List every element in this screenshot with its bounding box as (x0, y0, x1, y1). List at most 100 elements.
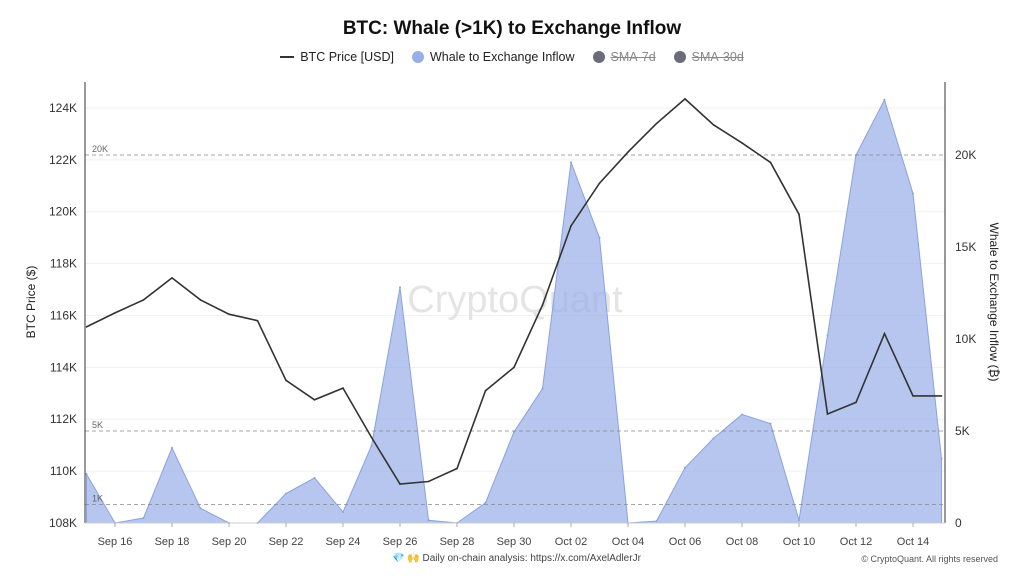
inflow-point (684, 466, 686, 469)
btc-price-point (456, 467, 458, 470)
btc-price-point (342, 387, 344, 389)
btc-price-point (114, 312, 116, 314)
inflow-point (484, 501, 487, 504)
inflow-point (570, 161, 572, 164)
left-tick-label: 114K (50, 360, 77, 374)
legend-item-sma-7d[interactable]: SMA-7d (592, 50, 656, 64)
diamond-hands-icon: 💎 🙌 (392, 553, 420, 564)
btc-price-point (171, 277, 173, 279)
x-tick-label: Sep 30 (497, 536, 532, 548)
legend-label: Whale to Exchange Inflow (429, 50, 575, 64)
footer-link[interactable]: https://x.com/AxelAdlerJr (530, 553, 641, 564)
legend-item-sma-30d[interactable]: SMA-30d (673, 50, 744, 64)
btc-price-point (85, 326, 88, 328)
right-axis-title: Whale to Exchange Inflow (₿) (987, 223, 1001, 382)
left-axis-title: BTC Price ($) (24, 266, 38, 339)
right-tick-label: 0 (955, 516, 962, 530)
btc-price-point (741, 142, 743, 144)
line-swatch-icon (280, 56, 295, 58)
inflow-point (826, 334, 829, 337)
inflow-point (655, 520, 658, 523)
btc-price-point (627, 151, 629, 153)
inflow-point (598, 236, 601, 239)
btc-price-point (513, 366, 515, 369)
btc-price-point (199, 299, 202, 301)
x-tick-label: Sep 26 (383, 536, 418, 548)
btc-price-point (883, 332, 886, 335)
btc-price-point (484, 389, 487, 392)
btc-price-point (256, 319, 259, 322)
dot-swatch-icon (411, 51, 424, 63)
inflow-point (142, 517, 145, 520)
x-tick-label: Sep 16 (98, 536, 133, 548)
btc-price-point (598, 182, 601, 184)
reference-label: 1K (92, 494, 103, 504)
right-tick-label: 15K (955, 240, 976, 254)
inflow-point (769, 422, 772, 425)
inflow-point (171, 446, 173, 449)
inflow-point (399, 286, 401, 289)
x-tick-label: Oct 04 (612, 536, 644, 548)
inflow-point (313, 476, 316, 479)
x-tick-label: Sep 22 (269, 536, 304, 548)
left-tick-label: 122K (49, 153, 77, 167)
btc-price-point (142, 299, 145, 301)
left-tick-label: 110K (50, 464, 77, 478)
reference-label: 5K (92, 420, 103, 430)
reference-label: 20K (92, 144, 108, 154)
inflow-point (370, 444, 373, 447)
btc-price-point (684, 98, 686, 100)
btc-price-point (855, 401, 857, 404)
btc-price-point (285, 379, 287, 382)
x-tick-label: Sep 24 (326, 536, 361, 548)
btc-price-point (769, 161, 772, 164)
left-tick-label: 112K (50, 412, 77, 426)
inflow-point (712, 437, 715, 440)
inflow-point (940, 457, 943, 460)
inflow-point (541, 387, 544, 390)
legend: BTC Price [USD] Whale to Exchange Inflow… (0, 50, 1024, 64)
footer-credit: 💎 🙌 Daily on-chain analysis: https://x.c… (392, 553, 641, 564)
inflow-point (741, 413, 743, 416)
x-tick-label: Sep 28 (440, 536, 475, 548)
inflow-point (798, 519, 800, 522)
btc-price-point (228, 313, 230, 315)
legend-label: SMA-7d (610, 50, 656, 64)
btc-price-point (541, 304, 544, 306)
btc-price-point (940, 395, 943, 397)
left-tick-label: 118K (50, 257, 77, 271)
inflow-point (912, 192, 914, 195)
inflow-point (285, 492, 287, 495)
btc-price-point (399, 483, 401, 485)
legend-item-btc-price[interactable]: BTC Price [USD] (280, 50, 394, 64)
inflow-point (513, 430, 515, 433)
inflow-area (86, 98, 942, 524)
right-tick-label: 5K (955, 424, 970, 438)
x-tick-label: Sep 20 (212, 536, 247, 548)
x-tick-label: Oct 06 (669, 536, 701, 548)
right-tick-label: 10K (955, 332, 976, 346)
x-tick-label: Oct 14 (897, 536, 929, 548)
btc-price-point (655, 122, 658, 125)
btc-price-point (912, 395, 914, 397)
inflow-point (85, 473, 88, 476)
btc-price-point (427, 480, 430, 483)
dot-swatch-icon (592, 51, 605, 63)
legend-item-whale-inflow[interactable]: Whale to Exchange Inflow (411, 50, 575, 64)
inflow-point (427, 519, 430, 522)
x-tick-label: Oct 02 (555, 536, 587, 548)
left-tick-label: 108K (49, 516, 77, 530)
btc-price-point (370, 436, 373, 439)
inflow-point (199, 507, 202, 510)
legend-label: SMA-30d (691, 50, 744, 64)
legend-label: BTC Price [USD] (300, 50, 394, 64)
btc-price-point (570, 225, 572, 227)
btc-price-point (826, 413, 829, 415)
inflow-point (342, 510, 344, 513)
x-tick-label: Sep 18 (155, 536, 190, 548)
btc-price-point (712, 124, 715, 126)
left-tick-label: 120K (49, 205, 77, 219)
left-tick-label: 124K (49, 101, 77, 115)
x-tick-label: Oct 12 (840, 536, 872, 548)
